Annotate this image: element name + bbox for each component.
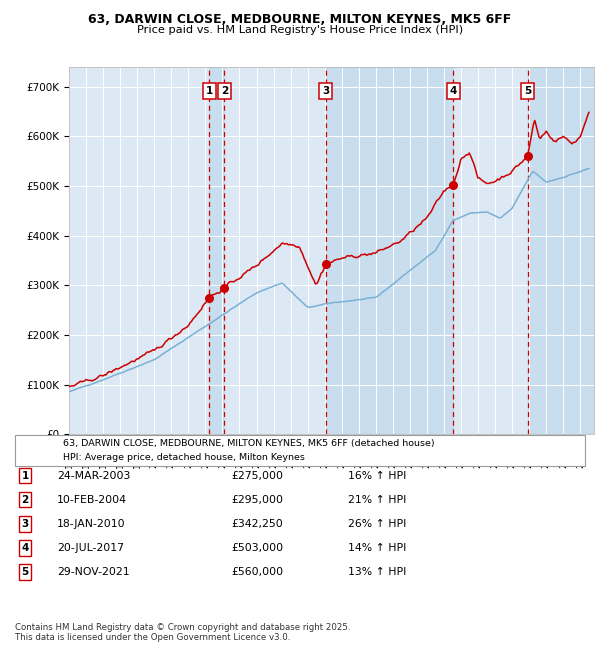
Text: 26% ↑ HPI: 26% ↑ HPI [348, 519, 406, 529]
Text: £503,000: £503,000 [231, 543, 283, 553]
Text: 24-MAR-2003: 24-MAR-2003 [57, 471, 130, 481]
Text: £295,000: £295,000 [231, 495, 283, 505]
Text: £342,250: £342,250 [231, 519, 283, 529]
Bar [527, 67, 594, 434]
Text: £560,000: £560,000 [231, 567, 283, 577]
Text: 5: 5 [22, 567, 29, 577]
Text: 3: 3 [22, 519, 29, 529]
Text: 14% ↑ HPI: 14% ↑ HPI [348, 543, 406, 553]
Text: £275,000: £275,000 [231, 471, 283, 481]
Text: 2: 2 [22, 495, 29, 505]
Text: Contains HM Land Registry data © Crown copyright and database right 2025.
This d: Contains HM Land Registry data © Crown c… [15, 623, 350, 642]
Text: 4: 4 [22, 543, 29, 553]
Text: 2: 2 [221, 86, 228, 96]
Text: 1: 1 [206, 86, 213, 96]
Text: HPI: Average price, detached house, Milton Keynes: HPI: Average price, detached house, Milt… [63, 453, 305, 461]
Text: 18-JAN-2010: 18-JAN-2010 [57, 519, 125, 529]
Text: 21% ↑ HPI: 21% ↑ HPI [348, 495, 406, 505]
Text: 16% ↑ HPI: 16% ↑ HPI [348, 471, 406, 481]
Text: 63, DARWIN CLOSE, MEDBOURNE, MILTON KEYNES, MK5 6FF: 63, DARWIN CLOSE, MEDBOURNE, MILTON KEYN… [88, 13, 512, 26]
Bar [326, 67, 454, 434]
Text: Price paid vs. HM Land Registry's House Price Index (HPI): Price paid vs. HM Land Registry's House … [137, 25, 463, 34]
Text: 1: 1 [22, 471, 29, 481]
Text: 10-FEB-2004: 10-FEB-2004 [57, 495, 127, 505]
Text: 5: 5 [524, 86, 532, 96]
Bar [209, 67, 224, 434]
Text: 4: 4 [449, 86, 457, 96]
Text: 13% ↑ HPI: 13% ↑ HPI [348, 567, 406, 577]
Text: 29-NOV-2021: 29-NOV-2021 [57, 567, 130, 577]
Text: 63, DARWIN CLOSE, MEDBOURNE, MILTON KEYNES, MK5 6FF (detached house): 63, DARWIN CLOSE, MEDBOURNE, MILTON KEYN… [63, 439, 434, 448]
Text: 20-JUL-2017: 20-JUL-2017 [57, 543, 124, 553]
Text: 3: 3 [322, 86, 329, 96]
